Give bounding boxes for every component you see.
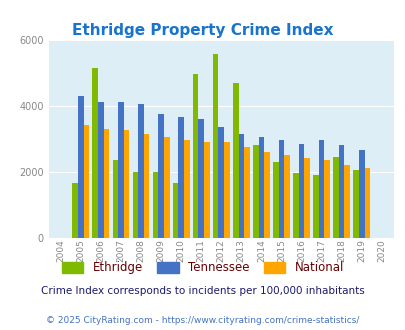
Bar: [78, 96, 83, 238]
Bar: [178, 117, 183, 238]
Bar: [284, 155, 289, 238]
Bar: [324, 160, 329, 238]
Bar: [352, 170, 358, 238]
Bar: [364, 168, 369, 238]
Bar: [232, 82, 238, 238]
Bar: [138, 104, 143, 238]
Bar: [343, 165, 349, 238]
Bar: [318, 140, 324, 238]
Bar: [164, 137, 169, 238]
Text: Ethridge Property Crime Index: Ethridge Property Crime Index: [72, 23, 333, 38]
Bar: [192, 74, 198, 238]
Bar: [143, 134, 149, 238]
Bar: [83, 125, 89, 238]
Bar: [183, 140, 189, 238]
Bar: [92, 68, 98, 238]
Bar: [158, 114, 164, 238]
Bar: [292, 173, 298, 238]
Bar: [224, 142, 229, 238]
Bar: [252, 145, 258, 238]
Bar: [118, 102, 124, 238]
Bar: [172, 183, 178, 238]
Bar: [238, 134, 243, 238]
Bar: [124, 130, 129, 238]
Bar: [218, 127, 224, 238]
Bar: [112, 160, 118, 238]
Bar: [338, 145, 343, 238]
Bar: [212, 54, 218, 238]
Bar: [312, 175, 318, 238]
Bar: [103, 129, 109, 238]
Bar: [298, 144, 304, 238]
Bar: [258, 137, 264, 238]
Bar: [243, 147, 249, 238]
Bar: [278, 140, 284, 238]
Bar: [264, 152, 269, 238]
Text: © 2025 CityRating.com - https://www.cityrating.com/crime-statistics/: © 2025 CityRating.com - https://www.city…: [46, 316, 359, 325]
Bar: [98, 102, 103, 238]
Bar: [198, 119, 204, 238]
Bar: [333, 157, 338, 238]
Bar: [72, 183, 78, 238]
Legend: Ethridge, Tennessee, National: Ethridge, Tennessee, National: [58, 257, 347, 279]
Bar: [132, 172, 138, 238]
Bar: [304, 158, 309, 238]
Text: Crime Index corresponds to incidents per 100,000 inhabitants: Crime Index corresponds to incidents per…: [41, 286, 364, 296]
Bar: [203, 142, 209, 238]
Bar: [152, 172, 158, 238]
Bar: [273, 162, 278, 238]
Bar: [358, 150, 364, 238]
